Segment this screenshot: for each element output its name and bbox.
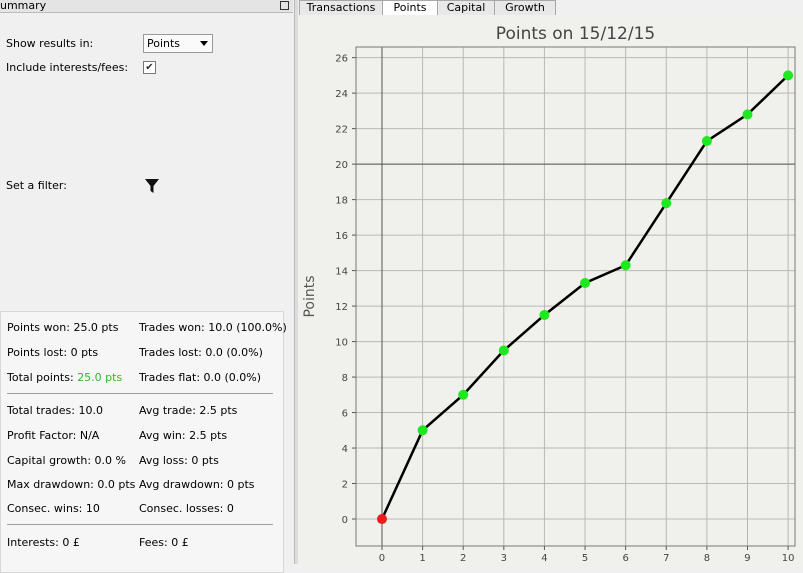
y-tick-label: 14	[335, 267, 348, 278]
x-tick-label: 1	[419, 553, 425, 564]
separator	[7, 524, 273, 525]
separator	[7, 393, 273, 394]
y-tick-label: 16	[335, 231, 348, 242]
data-point	[539, 309, 550, 320]
stat: Total trades: 10.0	[7, 404, 103, 417]
data-point	[580, 278, 591, 289]
include-checkbox[interactable]: ✔	[143, 61, 156, 74]
y-tick-label: 2	[342, 480, 348, 491]
data-point	[498, 345, 509, 356]
stat: Trades won: 10.0 (100.0%)	[139, 321, 287, 334]
tab[interactable]: Points	[382, 0, 438, 16]
filter-label: Set a filter:	[6, 179, 67, 192]
stats-box: Points won: 25.0 pts Trades won: 10.0 (1…	[0, 311, 287, 573]
stat: Avg drawdown: 0 pts	[139, 478, 255, 491]
stat: Trades flat: 0.0 (0.0%)	[139, 371, 262, 384]
y-tick-label: 12	[335, 302, 348, 313]
include-label: Include interests/fees:	[6, 61, 129, 74]
data-point	[417, 425, 428, 436]
restore-button[interactable]	[280, 1, 289, 10]
show-results-label: Show results in:	[6, 37, 94, 50]
x-tick-label: 7	[663, 553, 669, 564]
y-tick-label: 26	[335, 54, 348, 65]
x-tick-label: 3	[501, 553, 507, 564]
x-tick-label: 9	[744, 553, 750, 564]
tab[interactable]: Growth	[494, 0, 556, 15]
stat: Points lost: 0 pts	[7, 346, 99, 359]
chart-background	[298, 15, 803, 564]
select-arrow	[200, 41, 208, 50]
splitter[interactable]	[294, 0, 298, 564]
stat: Trades lost: 0.0 (0.0%)	[139, 346, 263, 359]
data-point	[458, 389, 469, 400]
data-point	[376, 514, 387, 525]
panel-header	[0, 0, 293, 13]
stat: Avg loss: 0 pts	[139, 454, 219, 467]
data-point	[742, 109, 753, 120]
y-tick-label: 20	[335, 160, 348, 171]
chart: Points on 15/12/15Points0246810121416182…	[298, 15, 803, 564]
y-tick-label: 6	[342, 409, 348, 420]
tab[interactable]: Capital	[437, 0, 495, 15]
y-tick-label: 4	[342, 444, 348, 455]
stat: Points won: 25.0 pts	[7, 321, 119, 334]
stat-value: 25.0 pts	[77, 371, 123, 384]
stat: Capital growth: 0.0 %	[7, 454, 126, 467]
select-value: Points	[147, 37, 181, 50]
data-point	[783, 70, 794, 81]
stat: Profit Factor: N/A	[7, 429, 100, 442]
data-point	[661, 198, 672, 209]
x-tick-label: 4	[541, 553, 547, 564]
panel-title: ummary	[0, 0, 47, 12]
stat: Consec. losses: 0	[139, 502, 234, 515]
filter-icon[interactable]	[144, 178, 160, 194]
y-tick-label: 24	[335, 89, 348, 100]
x-tick-label: 10	[782, 553, 795, 564]
y-axis-label: Points	[302, 275, 318, 317]
y-tick-label: 8	[342, 373, 348, 384]
stat: Avg trade: 2.5 pts	[139, 404, 238, 417]
stat: Consec. wins: 10	[7, 502, 100, 515]
x-tick-label: 6	[622, 553, 628, 564]
chart-title: Points on 15/12/15	[496, 24, 655, 44]
x-tick-label: 5	[582, 553, 588, 564]
y-tick-label: 22	[335, 125, 348, 136]
y-tick-label: 10	[335, 338, 348, 349]
x-tick-label: 8	[704, 553, 710, 564]
stat: Fees: 0 £	[139, 536, 189, 549]
stat-label: Total points:	[7, 371, 74, 384]
stat: Total points: 25.0 pts	[7, 371, 122, 384]
data-point	[620, 260, 631, 271]
tab[interactable]: Transactions	[299, 0, 383, 15]
stat: Interests: 0 £	[7, 536, 80, 549]
results-select[interactable]: Points	[143, 34, 213, 53]
x-tick-label: 2	[460, 553, 466, 564]
plot-frame	[355, 46, 796, 547]
stat: Avg win: 2.5 pts	[139, 429, 228, 442]
x-tick-label: 0	[379, 553, 385, 564]
y-tick-label: 0	[342, 515, 348, 526]
y-tick-label: 18	[335, 196, 348, 207]
data-point	[701, 136, 712, 147]
stat: Max drawdown: 0.0 pts	[7, 478, 136, 491]
